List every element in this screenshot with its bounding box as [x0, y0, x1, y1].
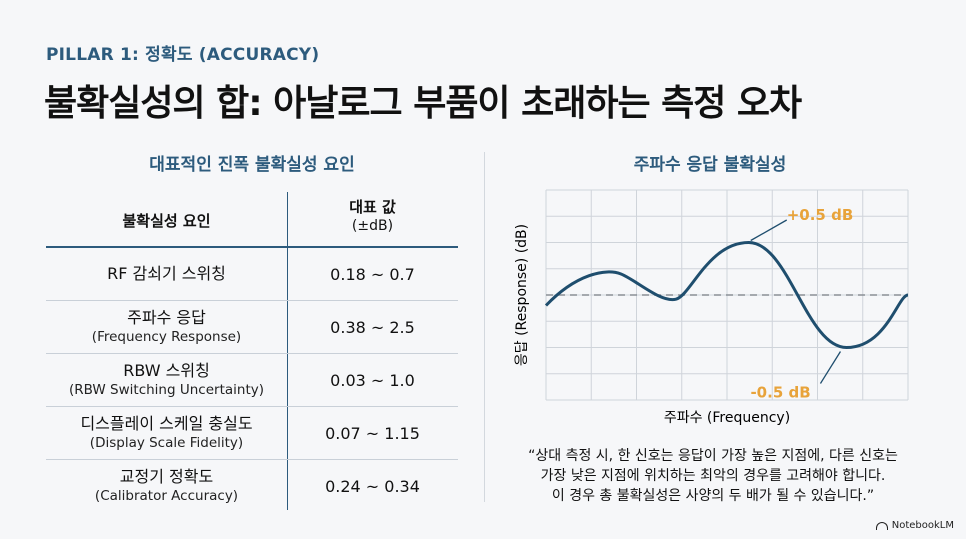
pillar-label: PILLAR 1: 정확도 (ACCURACY) [46, 45, 320, 65]
factor-cell: RBW 스위칭 (RBW Switching Uncertainty) [46, 354, 287, 406]
annotation-high-leader [750, 219, 788, 242]
notebooklm-logo-icon [875, 521, 888, 530]
table-row: RBW 스위칭 (RBW Switching Uncertainty) 0.03… [46, 354, 458, 407]
quote-line: 이 경우 총 불확실성은 사양의 두 배가 될 수 있습니다.” [551, 488, 875, 504]
annotation-low-leader [819, 351, 842, 384]
quote-text: “상대 측정 시, 한 신호는 응답이 가장 높은 지점에, 다른 신호는 가장… [500, 446, 926, 506]
factor-english: (Display Scale Fidelity) [89, 435, 244, 451]
column-divider [287, 192, 288, 510]
table-row: 디스플레이 스케일 충실도 (Display Scale Fidelity) 0… [46, 407, 458, 460]
frequency-response-chart: +0.5 dB -0.5 dB 응답 (Response) (dB) 주파수 (… [514, 189, 909, 426]
panel-divider [484, 152, 485, 502]
factor-cell: RF 감쇠기 스위칭 [46, 248, 287, 300]
table-row: RF 감쇠기 스위칭 0.18 ~ 0.7 [46, 248, 458, 301]
factor-english: (RBW Switching Uncertainty) [68, 382, 264, 398]
factor-name: RF 감쇠기 스위칭 [107, 264, 226, 283]
response-curve [544, 240, 909, 350]
factor-name: RBW 스위칭 [123, 361, 210, 380]
annotation-low: -0.5 dB [750, 384, 810, 402]
header-factor: 불확실성 요인 [122, 212, 211, 230]
table-header: 불확실성 요인 대표 값 (±dB) [46, 192, 458, 248]
brand-name: NotebookLM [891, 520, 954, 531]
factor-cell: 디스플레이 스케일 충실도 (Display Scale Fidelity) [46, 407, 287, 459]
value-cell: 0.03 ~ 1.0 [330, 370, 415, 390]
value-cell: 0.07 ~ 1.15 [325, 423, 420, 443]
y-axis-label: 응답 (Response) (dB) [514, 224, 530, 366]
header-value-label: 대표 값 [349, 198, 396, 216]
value-cell: 0.38 ~ 2.5 [330, 317, 415, 337]
quote-line: “상대 측정 시, 한 신호는 응답이 가장 높은 지점에, 다른 신호는 [528, 448, 898, 464]
factor-cell: 교정기 정확도 (Calibrator Accuracy) [46, 460, 287, 512]
value-cell: 0.18 ~ 0.7 [330, 264, 415, 284]
factor-name: 교정기 정확도 [119, 467, 214, 486]
header-value: 대표 값 (±dB) [287, 198, 458, 236]
uncertainty-table: 불확실성 요인 대표 값 (±dB) RF 감쇠기 스위칭 0.18 ~ 0.7… [46, 192, 458, 512]
chart-title: 주파수 응답 불확실성 [633, 155, 787, 175]
factor-name: 주파수 응답 [127, 308, 206, 327]
table-row: 교정기 정확도 (Calibrator Accuracy) 0.24 ~ 0.3… [46, 460, 458, 512]
factor-name: 디스플레이 스케일 충실도 [80, 414, 253, 433]
table-row: 주파수 응답 (Frequency Response) 0.38 ~ 2.5 [46, 301, 458, 354]
factor-english: (Frequency Response) [91, 329, 242, 345]
factor-cell: 주파수 응답 (Frequency Response) [46, 301, 287, 353]
x-axis-label: 주파수 (Frequency) [664, 410, 790, 426]
factor-english: (Calibrator Accuracy) [94, 488, 239, 504]
value-cell: 0.24 ~ 0.34 [325, 476, 420, 496]
table-title: 대표적인 진폭 불확실성 요인 [149, 155, 355, 175]
header-value-unit: (±dB) [351, 218, 394, 234]
annotation-high: +0.5 dB [787, 206, 854, 224]
quote-line: 가장 낮은 지점에 위치하는 최악의 경우를 고려해야 합니다. [540, 468, 886, 484]
page-title: 불확실성의 합: 아날로그 부품이 초래하는 측정 오차 [44, 83, 802, 124]
brand-watermark: NotebookLM [875, 520, 954, 531]
